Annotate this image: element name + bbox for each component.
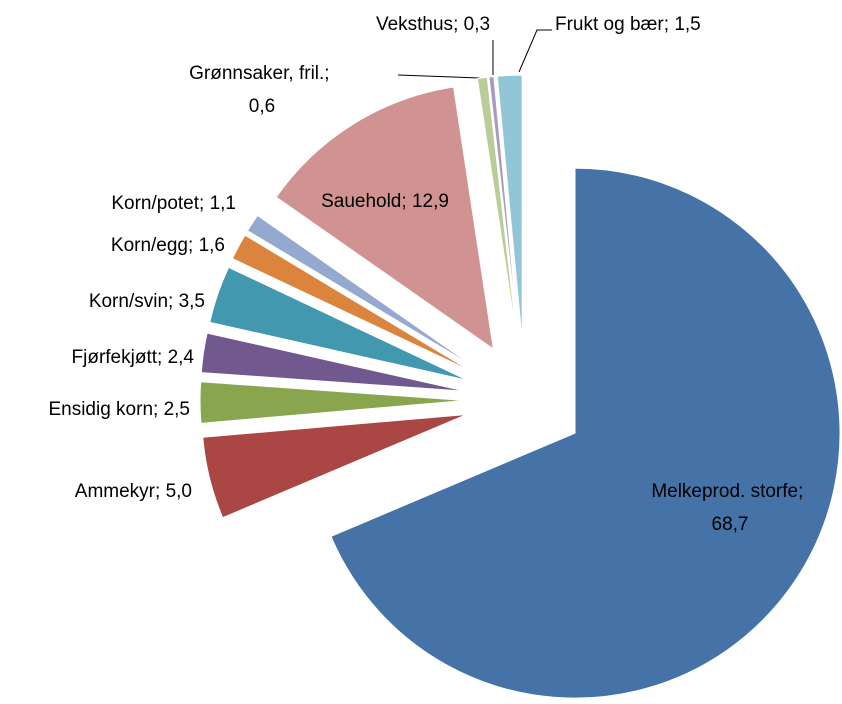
label-category: Veksthus (376, 14, 453, 35)
pie-slice (246, 214, 475, 368)
pie-slice (488, 75, 520, 341)
label-separator: ; (157, 347, 168, 368)
label-separator: ; (168, 291, 179, 312)
data-label: Ammekyr; 5,0 (75, 481, 192, 502)
data-label: Fjørfekjøtt; 2,4 (72, 347, 195, 368)
data-label: Korn/egg; 1,6 (111, 235, 225, 256)
data-label: Korn/potet; 1,1 (111, 193, 236, 214)
label-value: 2,5 (164, 399, 190, 420)
label-separator: ; (188, 235, 199, 256)
label-value: 3,5 (179, 291, 205, 312)
pie-slice (275, 86, 495, 351)
label-value: 68,7 (712, 514, 749, 535)
label-separator: ; (153, 399, 164, 420)
label-separator: ; (664, 14, 675, 35)
data-label: Sauehold; 12,9 (321, 191, 449, 212)
label-value: 5,0 (166, 481, 192, 502)
label-separator: ; (155, 481, 166, 502)
leader-line (397, 74, 481, 79)
data-label: Melkeprod. storfe; 68,7 (651, 481, 808, 535)
data-label: Ensidig korn; 2,5 (48, 399, 190, 420)
pie-slice (476, 76, 518, 341)
label-value: 0,6 (249, 96, 275, 117)
pie-slice (496, 74, 523, 341)
pie-slice (231, 234, 473, 373)
slices (199, 74, 841, 699)
label-value: 1,5 (674, 14, 700, 35)
label-category: Korn/potet (111, 193, 199, 214)
data-label: Grønnsaker, fril.; 0,6 (189, 63, 335, 117)
label-value: 1,6 (199, 235, 225, 256)
data-label: Korn/svin; 3,5 (89, 291, 205, 312)
label-separator: ; (324, 63, 335, 84)
leader-line (518, 29, 552, 73)
label-separator: ; (199, 193, 210, 214)
pie-slice (199, 381, 466, 424)
label-category: Frukt og bær (555, 14, 664, 35)
label-category: Sauehold (321, 191, 401, 212)
label-value: 1,1 (210, 193, 236, 214)
data-label: Veksthus; 0,3 (376, 14, 490, 35)
label-separator: ; (401, 191, 412, 212)
pie-slice (202, 413, 467, 519)
label-value: 12,9 (412, 191, 449, 212)
label-separator: ; (798, 481, 809, 502)
label-value: 0,3 (464, 14, 490, 35)
data-label: Frukt og bær; 1,5 (555, 14, 701, 35)
pie-slice (200, 332, 466, 392)
label-category: Korn/egg (111, 235, 188, 256)
label-category: Fjørfekjøtt (72, 347, 158, 368)
label-category: Grønnsaker, fril. (189, 63, 324, 84)
label-category: Ensidig korn (48, 399, 153, 420)
label-category: Korn/svin (89, 291, 168, 312)
label-value: 2,4 (168, 347, 195, 368)
label-category: Melkeprod. storfe (651, 481, 798, 502)
pie-slice (330, 167, 841, 699)
pie-slice (209, 266, 469, 381)
label-separator: ; (453, 14, 464, 35)
label-category: Ammekyr (75, 481, 156, 502)
